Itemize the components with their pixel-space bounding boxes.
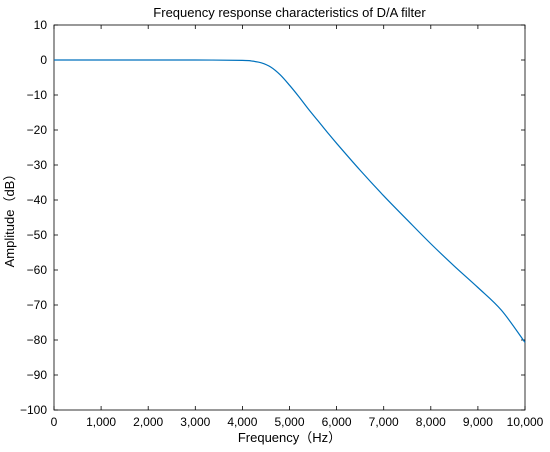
- y-axis-ticks: 10 0 −10 −20 −30 −40 −50 −60 −70 −80 −90 −100: [20, 18, 525, 417]
- x-axis-ticks: 0 1,000 2,000 3,000 4,000 5,000 6,000 7,000 8,00…: [51, 25, 544, 429]
- y-tick-label: −40: [27, 193, 48, 207]
- y-tick-label: −50: [27, 228, 48, 242]
- y-tick-label: −20: [27, 123, 48, 137]
- y-axis-label: Amplitude（dB）: [2, 168, 17, 268]
- y-tick-label: 10: [34, 18, 48, 32]
- series-layer: [54, 59, 526, 343]
- x-tick-label: 10,000: [507, 415, 544, 429]
- x-tick-label: 9,000: [463, 415, 493, 429]
- y-tick-label: −100: [20, 403, 47, 417]
- x-tick-label: 7,000: [369, 415, 399, 429]
- x-axis-label: Frequency（Hz）: [238, 430, 341, 445]
- y-tick-label: −70: [27, 298, 48, 312]
- y-tick-label: 0: [40, 53, 47, 67]
- y-tick-label: −60: [27, 263, 48, 277]
- x-tick-label: 2,000: [133, 415, 163, 429]
- y-tick-label: −80: [27, 333, 48, 347]
- x-tick-label: 5,000: [274, 415, 304, 429]
- x-tick-label: 3,000: [180, 415, 210, 429]
- chart-title: Frequency response characteristics of D/…: [153, 5, 426, 20]
- y-tick-label: −10: [27, 88, 48, 102]
- series-line: [54, 59, 526, 343]
- x-tick-label: 1,000: [86, 415, 116, 429]
- x-tick-label: 0: [51, 415, 58, 429]
- x-tick-label: 4,000: [227, 415, 257, 429]
- x-tick-label: 8,000: [416, 415, 446, 429]
- x-tick-label: 6,000: [322, 415, 352, 429]
- y-tick-label: −30: [27, 158, 48, 172]
- y-tick-label: −90: [27, 368, 48, 382]
